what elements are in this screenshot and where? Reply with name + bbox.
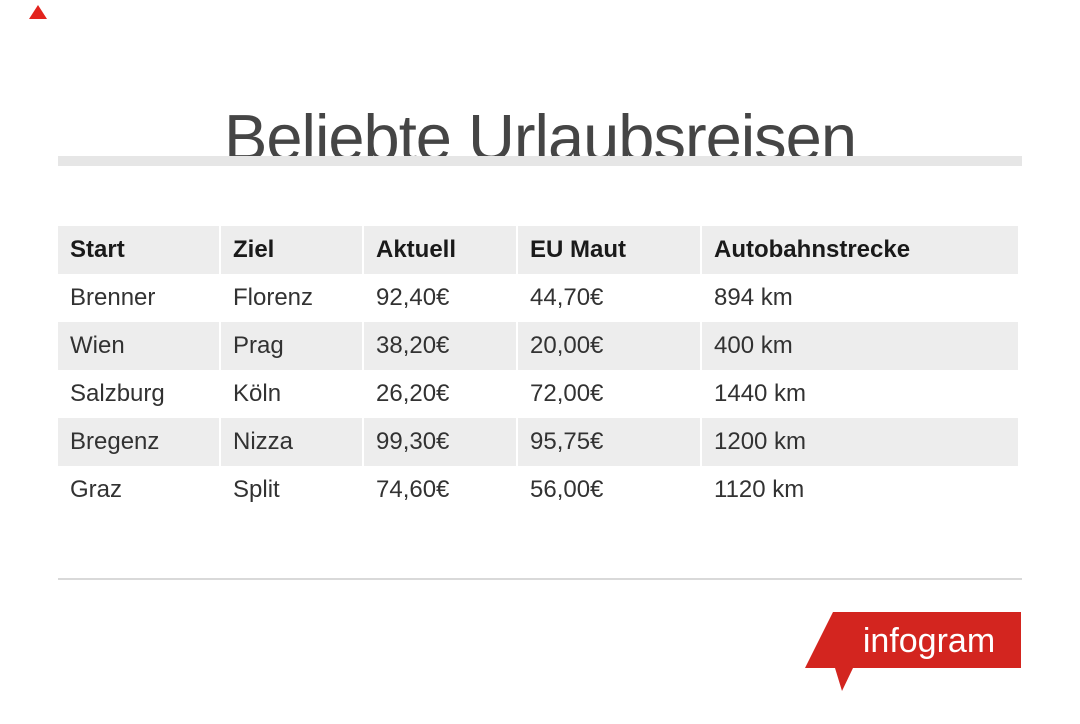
table-cell: Florenz [233, 284, 314, 311]
table-row: Brenner Florenz 92,40€ 44,70€ 894 km [58, 274, 1018, 322]
table-cell: 1120 km [714, 476, 805, 503]
table-row: Bregenz Nizza 99,30€ 95,75€ 1200 km [58, 418, 1018, 466]
table-cell: Köln [233, 380, 282, 407]
table-row: Graz Split 74,60€ 56,00€ 1120 km [58, 466, 1018, 514]
column-header: Start [58, 226, 219, 274]
table-cell: 26,20€ [376, 380, 450, 407]
table-header-row: Start Ziel Aktuell EU Maut Autobahnstrecke [58, 226, 1018, 274]
table-cell: 95,75€ [518, 418, 700, 466]
infogram-logo[interactable]: infogram [805, 611, 1022, 695]
table-cell: Brenner [70, 284, 156, 311]
infogram-ribbon-icon: infogram [805, 612, 1021, 691]
table-cell: Graz [70, 476, 123, 503]
footer-divider [58, 578, 1022, 580]
title-divider [58, 156, 1022, 166]
table-cell: Wien [58, 322, 219, 370]
table-cell: 1200 km [702, 418, 1018, 466]
column-header: Aktuell [364, 226, 516, 274]
table-cell: Salzburg [70, 380, 165, 407]
table-row: Salzburg Köln 26,20€ 72,00€ 1440 km [58, 370, 1018, 418]
column-header: Autobahnstrecke [702, 226, 1018, 274]
trips-table: Start Ziel Aktuell EU Maut Autobahnstrecke Br… [58, 226, 1018, 514]
table-cell: 74,60€ [376, 476, 450, 503]
table-cell: 44,70€ [530, 284, 604, 311]
table-cell: Nizza [221, 418, 362, 466]
table-cell: 1440 km [714, 380, 807, 407]
infogram-logo-text: infogram [863, 622, 995, 660]
table-cell: Split [233, 476, 280, 503]
column-header: Ziel [221, 226, 362, 274]
table-cell: 400 km [702, 322, 1018, 370]
red-triangle-icon [29, 5, 47, 19]
table-cell: 56,00€ [530, 476, 604, 503]
table-cell: 99,30€ [364, 418, 516, 466]
column-header: EU Maut [518, 226, 700, 274]
table-cell: 72,00€ [530, 380, 604, 407]
table-cell: 894 km [714, 284, 793, 311]
table-cell: 92,40€ [376, 284, 450, 311]
table-cell: Bregenz [58, 418, 219, 466]
table-cell: 20,00€ [518, 322, 700, 370]
table-row: Wien Prag 38,20€ 20,00€ 400 km [58, 322, 1018, 370]
table-cell: Prag [221, 322, 362, 370]
table-cell: 38,20€ [364, 322, 516, 370]
